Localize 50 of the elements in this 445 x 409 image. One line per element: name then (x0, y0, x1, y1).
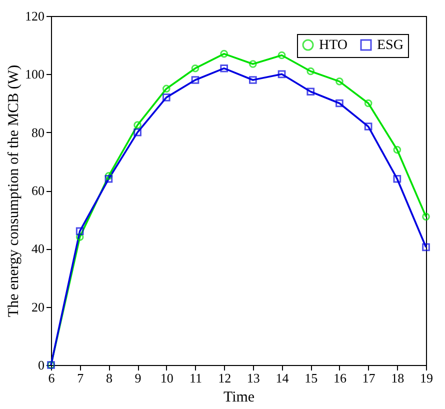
point (220, 64, 228, 72)
x-axis-title: Time (223, 390, 255, 406)
point (76, 233, 84, 241)
point (249, 60, 257, 68)
y-tick-label: 80 (32, 124, 44, 140)
point (393, 174, 402, 183)
x-tick-label: 18 (391, 370, 404, 386)
point (104, 172, 113, 180)
x-tick-label: 7 (77, 370, 84, 386)
x-tick-label: 19 (420, 370, 433, 386)
point (364, 122, 372, 130)
y-tick-label: 0 (38, 358, 44, 372)
point (336, 78, 344, 86)
legend-label: HTO (319, 38, 348, 53)
x-tick-label: 15 (304, 370, 318, 386)
point (162, 84, 170, 93)
x-tick-label: 11 (189, 370, 202, 386)
x-tick-label: 10 (160, 370, 174, 386)
legend-label: ESG (377, 38, 404, 53)
y-axis-title: The energy consumption of the MCB (W) (6, 64, 22, 318)
x-tick-label: 9 (134, 370, 142, 386)
point (364, 99, 372, 108)
point (306, 67, 315, 76)
y-tick-label: 40 (32, 241, 44, 256)
point (422, 243, 430, 252)
y-tick-label: 100 (25, 66, 44, 82)
point (134, 128, 142, 136)
x-tick-label: 14 (276, 370, 290, 386)
point (162, 94, 170, 102)
x-tick-label: 6 (48, 370, 56, 386)
point (336, 99, 344, 108)
point (104, 174, 113, 183)
point (134, 121, 142, 129)
x-tick-label: 17 (362, 370, 376, 386)
y-tick-label: 120 (25, 8, 44, 24)
y-tick-label: 60 (32, 183, 44, 198)
y-tick-label: 20 (32, 299, 44, 314)
x-tick-label: 16 (333, 370, 347, 386)
point (220, 50, 228, 58)
point (191, 64, 200, 72)
point (306, 88, 315, 96)
point (278, 70, 286, 78)
point (278, 51, 286, 60)
x-tick-label: 8 (106, 370, 112, 386)
point (393, 146, 402, 154)
point (76, 227, 84, 236)
x-tick-label: 12 (218, 370, 232, 386)
x-tick-label: 13 (246, 370, 260, 386)
point (191, 76, 200, 84)
point (249, 76, 257, 84)
